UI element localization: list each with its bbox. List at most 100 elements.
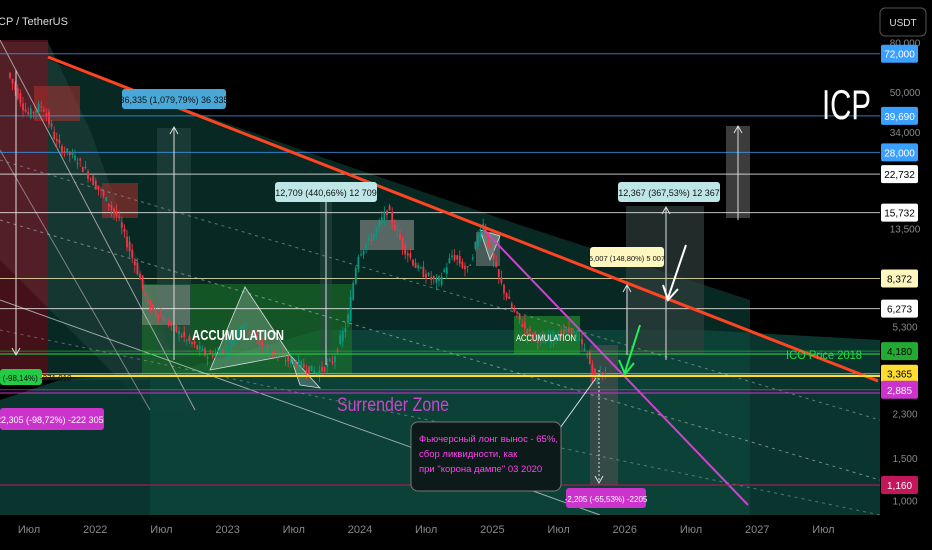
currency-button[interactable]: USDT (879, 7, 927, 37)
annotation-layer: 36,335 (1,079,79%) 36 335 12,709 (440,66… (0, 81, 871, 508)
candle-body (230, 339, 232, 344)
candle-body (87, 171, 89, 179)
candle-body (42, 109, 45, 112)
candle-body (409, 253, 412, 258)
measure-label-3-box (618, 182, 720, 202)
candle-body (11, 78, 14, 84)
arrow-3-head (661, 205, 671, 215)
candle-body (27, 112, 30, 115)
candle-body (344, 327, 347, 333)
candle-body (562, 329, 565, 334)
candle-body (269, 350, 271, 353)
candle-body (183, 331, 186, 337)
measure-label-4: 5,007 (148,80%) 5 007 (589, 254, 665, 263)
channel-upper-line (0, 39, 196, 411)
accumulation-label-1: ACCUMULATION (192, 327, 284, 344)
x-tick-label: 2024 (348, 524, 372, 536)
candle-body (347, 314, 349, 323)
candle-body (578, 338, 581, 340)
candle-body (445, 267, 448, 274)
candle-body (185, 339, 188, 341)
level-label: 22,732 (884, 170, 915, 181)
arrow-7-head (11, 347, 21, 357)
candle-body (48, 111, 50, 125)
candle-body (144, 291, 147, 296)
candle-body (243, 326, 245, 329)
red-box-1 (34, 86, 80, 121)
candle-body (328, 359, 331, 361)
currency-button-box[interactable] (879, 7, 927, 37)
candle-body (393, 224, 396, 230)
candle-body (141, 275, 144, 289)
candle-body (274, 350, 277, 356)
candle-body (516, 311, 518, 313)
candle-body (479, 231, 482, 238)
x-tick-label: Июл (283, 524, 305, 536)
x-tick-label: Июл (812, 524, 834, 536)
candle-body (222, 349, 225, 354)
candle-body (248, 331, 251, 334)
level-badge (881, 106, 918, 125)
candle-body (258, 339, 261, 345)
candle-body (339, 335, 342, 344)
candle-body (492, 252, 495, 260)
callout-line-1: Фьючерсный лонг вынос - 65%, (419, 434, 558, 445)
callout-line-3: при "корона дампе" 03 2020 (419, 464, 542, 475)
candle-body (79, 158, 82, 161)
candle-body (315, 372, 318, 374)
candle-body (297, 359, 300, 369)
candle-body (552, 331, 555, 341)
candle-body (396, 230, 399, 232)
candle-body (362, 250, 365, 255)
x-axis[interactable]: Июл 2022 Июл 2023 Июл 2024 Июл 2025 Июл 2026 Июл 20… (18, 524, 835, 536)
candle-body (131, 250, 134, 258)
candle-body (594, 368, 596, 379)
candle-body (432, 275, 435, 279)
candle-body (469, 264, 472, 266)
measure-label-6-box (0, 408, 104, 430)
candle-body (110, 205, 113, 210)
white-pointer-shaft (667, 244, 687, 299)
candle-body (581, 339, 583, 345)
candle-body (178, 331, 180, 335)
candle-body (565, 328, 568, 333)
y-axis[interactable]: 80,000 50,000 34,000 13,500 5,300 2,300 1,500 1… (881, 39, 921, 508)
candle-body (159, 314, 162, 317)
candle-body (74, 155, 76, 160)
candle-body (583, 348, 586, 351)
candle-body (232, 339, 235, 347)
candle-body (61, 146, 63, 154)
candle-body (503, 284, 505, 294)
candle-body (521, 324, 524, 327)
level-badge (881, 364, 918, 383)
level-label: 3,365 (887, 370, 912, 381)
candle-body (529, 328, 531, 331)
candle-body (336, 349, 339, 352)
candle-body (146, 299, 149, 302)
measure-label-5: 0 (-98,14%) -271 010 (0, 374, 72, 383)
arrow-5-head (622, 283, 632, 293)
candle-body (438, 276, 440, 281)
candle-body (50, 123, 53, 127)
candle-body (495, 262, 498, 267)
candle-body (422, 266, 425, 278)
candle-body (601, 372, 604, 376)
callout-box (410, 421, 562, 492)
channel-lower-line (0, 149, 151, 411)
candle-body (586, 354, 589, 356)
callout-pointer (559, 377, 597, 429)
candle-body (235, 334, 238, 337)
candle-body (289, 358, 292, 364)
candle-body (29, 108, 32, 118)
candle-body (245, 323, 248, 325)
ico-price-label: ICO Price 2018 (786, 348, 862, 362)
candle-body (9, 72, 11, 78)
y-tick-label: 34,000 (890, 128, 921, 139)
y-tick-label: 13,500 (890, 225, 921, 236)
candle-body (66, 148, 69, 153)
candle-body (165, 319, 167, 323)
trend-lines (0, 55, 880, 506)
candle-body (588, 351, 591, 364)
currency-button-label[interactable]: USDT (889, 18, 916, 29)
